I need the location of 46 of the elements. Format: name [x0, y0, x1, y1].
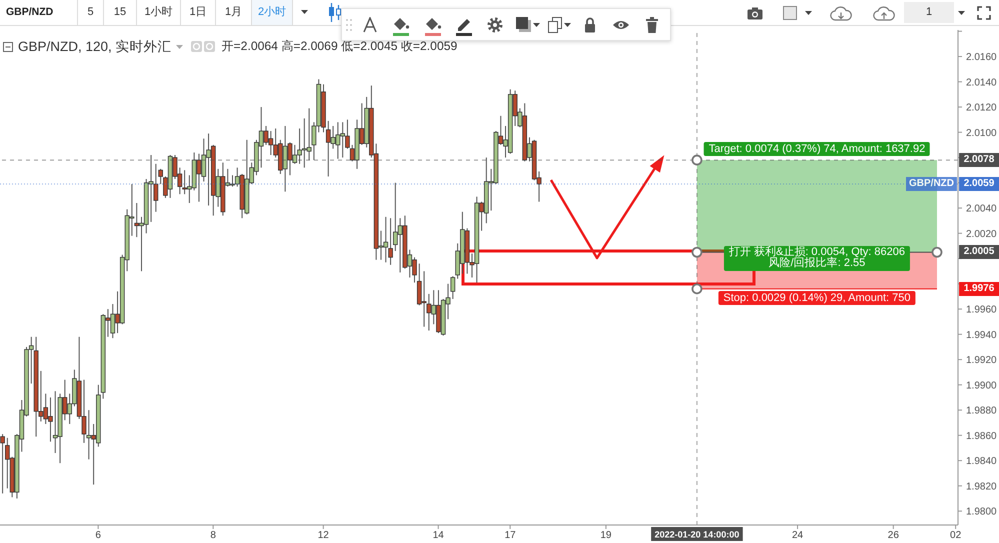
candlestick [388, 218, 393, 266]
y-tick-label: 2.0020 [966, 228, 998, 240]
candlestick [0, 434, 5, 494]
y-tick-label: 2.0160 [966, 52, 998, 64]
y-tick-label: 1.9940 [966, 330, 998, 341]
y-tick-label: 1.9840 [966, 456, 998, 468]
y-tick-label: 2.0120 [966, 102, 998, 114]
x-tick-label: 19 [600, 530, 612, 541]
candlestick [450, 276, 456, 300]
x-tick-label: 24 [792, 530, 804, 541]
time-button: 2小时 [252, 0, 293, 25]
y-tick-label: 1.9880 [966, 406, 998, 417]
time-button: 15 [104, 0, 137, 25]
time-button: 1小时 [137, 0, 181, 25]
x-tick-label: 2022-01-20 14:00:00 [654, 530, 740, 540]
x-tick-label: 8 [210, 530, 216, 541]
ref-line-label: 2.0005 [959, 245, 999, 260]
time-button: 5 [78, 0, 104, 25]
annotation: GBP/NZD [906, 177, 957, 192]
band-label: Stop: 0.0029 (0.14%) 29, Amount: 750 [718, 290, 916, 305]
ref-line-label: 1.9976 [959, 282, 999, 296]
band-label: Target: 0.0074 (0.37%) 74, Amount: 1637.92 [704, 142, 930, 156]
candlestick [158, 168, 163, 185]
number-field: 1 [904, 2, 954, 23]
y-tick-label: 2.0040 [966, 204, 998, 215]
symbol-field: GBP/NZD [0, 0, 78, 25]
x-tick-label: 17 [504, 530, 516, 541]
y-tick-label: 1.9820 [966, 481, 998, 492]
x-tick-label: 02 [950, 530, 962, 541]
x-tick-label: 12 [318, 530, 330, 541]
ref-line-label: 2.0059 [959, 177, 999, 192]
text: GBP/NZD, 120, 实时外汇 [18, 38, 172, 56]
ref-line-label: 2.0078 [959, 153, 999, 168]
y-tick-label: 1.9900 [966, 380, 998, 392]
x-tick-label: 6 [95, 530, 102, 541]
y-tick-label: 2.0100 [966, 128, 998, 139]
text: 开=2.0064 高=2.0069 低=2.0045 收=2.0059 [222, 38, 458, 55]
y-tick-label: 1.9960 [966, 304, 998, 316]
x-tick-label: 26 [888, 530, 900, 541]
x-tick-label: 14 [432, 530, 444, 541]
y-tick-label: 1.9800 [966, 506, 998, 518]
y-tick-label: 2.0140 [966, 77, 998, 88]
annotation: 风险/回报比率: 2.55 [768, 257, 866, 270]
y-tick-label: 1.9920 [966, 355, 998, 366]
y-tick-label: 1.9860 [966, 430, 998, 442]
time-button: 1日 [181, 0, 216, 25]
